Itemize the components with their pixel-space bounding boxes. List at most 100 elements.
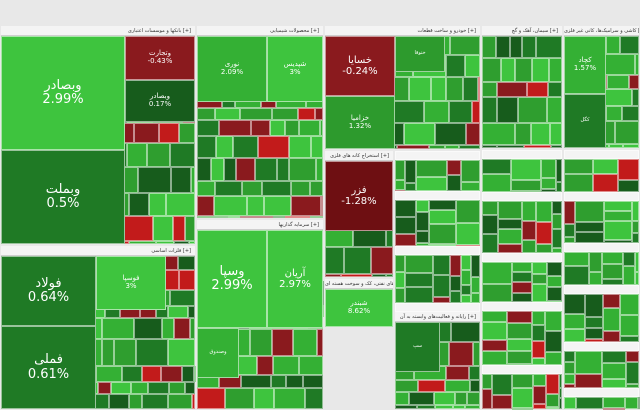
sector-subheader[interactable] [482, 192, 562, 201]
minor-symbol-tile[interactable] [289, 158, 316, 181]
minor-symbol-tile[interactable] [285, 216, 310, 218]
minor-symbol-tile[interactable] [433, 255, 450, 275]
minor-symbol-tile[interactable] [131, 382, 148, 394]
minor-symbol-tile[interactable] [98, 382, 111, 394]
minor-symbol-tile[interactable] [575, 351, 602, 374]
minor-symbol-tile[interactable] [532, 284, 547, 302]
minor-symbol-tile[interactable] [471, 277, 480, 293]
minor-symbol-tile[interactable] [564, 237, 575, 243]
minor-symbol-tile[interactable] [533, 374, 546, 386]
minor-symbol-tile[interactable] [604, 211, 632, 221]
minor-symbol-tile[interactable] [102, 318, 134, 339]
minor-symbol-tile[interactable] [547, 276, 562, 287]
minor-symbol-tile[interactable] [575, 232, 604, 243]
minor-symbol-tile[interactable] [635, 54, 639, 75]
minor-symbol-tile[interactable] [497, 82, 527, 97]
minor-symbol-tile[interactable] [258, 136, 289, 158]
minor-symbol-tile[interactable] [512, 293, 532, 302]
sector-header[interactable]: محصولات شیمیایی [+] [197, 26, 323, 36]
minor-symbol-tile[interactable] [632, 201, 639, 221]
minor-symbol-tile[interactable] [518, 97, 547, 123]
minor-symbol-tile[interactable] [556, 159, 562, 182]
sector-subheader[interactable] [395, 191, 480, 200]
symbol-tile[interactable]: فولاد 0.64% [1, 256, 96, 326]
minor-symbol-tile[interactable] [182, 366, 194, 382]
minor-symbol-tile[interactable] [532, 358, 545, 365]
minor-symbol-tile[interactable] [585, 339, 603, 342]
minor-symbol-tile[interactable] [541, 189, 556, 192]
minor-symbol-tile[interactable] [549, 58, 562, 82]
minor-symbol-tile[interactable] [424, 101, 449, 123]
minor-symbol-tile[interactable] [450, 36, 480, 55]
sector-header[interactable]: سرمایه گذاریها [+] [197, 220, 323, 230]
minor-symbol-tile[interactable] [285, 120, 299, 136]
minor-symbol-tile[interactable] [467, 392, 480, 405]
sector-header[interactable]: رایانه و فعالیت‌های وابسته به آن [+] [395, 312, 480, 322]
minor-symbol-tile[interactable] [482, 174, 511, 192]
minor-symbol-tile[interactable] [603, 397, 625, 408]
minor-symbol-tile[interactable] [559, 374, 562, 388]
minor-symbol-tile[interactable] [277, 158, 289, 181]
minor-symbol-tile[interactable] [512, 272, 532, 282]
minor-symbol-tile[interactable] [547, 97, 562, 123]
minor-symbol-tile[interactable] [134, 318, 162, 339]
sector-header[interactable]: فلزات اساسی [+] [1, 246, 195, 256]
minor-symbol-tile[interactable] [604, 89, 632, 106]
minor-symbol-tile[interactable] [536, 222, 552, 244]
minor-symbol-tile[interactable] [532, 274, 547, 284]
minor-symbol-tile[interactable] [310, 216, 323, 218]
minor-symbol-tile[interactable] [215, 181, 242, 196]
minor-symbol-tile[interactable] [545, 311, 562, 331]
minor-symbol-tile[interactable] [310, 181, 323, 196]
minor-symbol-tile[interactable] [564, 224, 575, 237]
minor-symbol-tile[interactable] [511, 180, 541, 191]
minor-symbol-tile[interactable] [392, 101, 424, 123]
minor-symbol-tile[interactable] [109, 394, 129, 409]
minor-symbol-tile[interactable] [546, 374, 559, 394]
minor-symbol-tile[interactable] [114, 339, 136, 366]
minor-symbol-tile[interactable] [191, 167, 195, 193]
minor-symbol-tile[interactable] [142, 366, 161, 382]
minor-symbol-tile[interactable] [305, 388, 323, 409]
minor-symbol-tile[interactable] [465, 55, 480, 77]
minor-symbol-tile[interactable] [532, 262, 547, 274]
minor-symbol-tile[interactable] [429, 244, 456, 246]
minor-symbol-tile[interactable] [482, 159, 511, 174]
minor-symbol-tile[interactable] [585, 328, 603, 339]
minor-symbol-tile[interactable] [185, 216, 195, 241]
sector-header[interactable]: خودرو و ساخت قطعات [+] [325, 26, 480, 36]
minor-symbol-tile[interactable] [626, 384, 639, 388]
minor-symbol-tile[interactable] [111, 382, 131, 394]
minor-symbol-tile[interactable] [197, 108, 215, 120]
sector-header[interactable]: سیمان، آهک و گچ [+] [482, 26, 562, 36]
minor-symbol-tile[interactable] [405, 160, 416, 183]
minor-symbol-tile[interactable] [417, 405, 435, 409]
minor-symbol-tile[interactable] [434, 392, 455, 405]
sector-subheader[interactable] [482, 150, 562, 159]
minor-symbol-tile[interactable] [273, 356, 299, 375]
minor-symbol-tile[interactable] [188, 306, 195, 318]
minor-symbol-tile[interactable] [576, 397, 603, 409]
minor-symbol-tile[interactable] [251, 120, 270, 136]
symbol-tile[interactable]: ختوقا1.06% [395, 36, 445, 72]
minor-symbol-tile[interactable] [264, 196, 291, 216]
minor-symbol-tile[interactable] [623, 266, 635, 285]
minor-symbol-tile[interactable] [325, 247, 344, 274]
sector-subheader[interactable] [482, 365, 562, 374]
minor-symbol-tile[interactable] [585, 317, 603, 328]
minor-symbol-tile[interactable] [418, 380, 445, 392]
minor-symbol-tile[interactable] [550, 123, 562, 145]
minor-symbol-tile[interactable] [604, 240, 632, 243]
minor-symbol-tile[interactable] [254, 388, 274, 409]
sector-header[interactable]: بانکها و موسسات اعتباری [+] [1, 26, 195, 36]
minor-symbol-tile[interactable] [451, 322, 480, 342]
minor-symbol-tile[interactable] [510, 36, 522, 58]
minor-symbol-tile[interactable] [546, 394, 559, 407]
minor-symbol-tile[interactable] [272, 329, 293, 356]
minor-symbol-tile[interactable] [575, 222, 604, 232]
minor-symbol-tile[interactable] [532, 58, 549, 82]
minor-symbol-tile[interactable] [447, 160, 461, 175]
minor-symbol-tile[interactable] [447, 175, 461, 191]
sector-subheader[interactable] [482, 302, 562, 311]
minor-symbol-tile[interactable] [192, 394, 195, 409]
